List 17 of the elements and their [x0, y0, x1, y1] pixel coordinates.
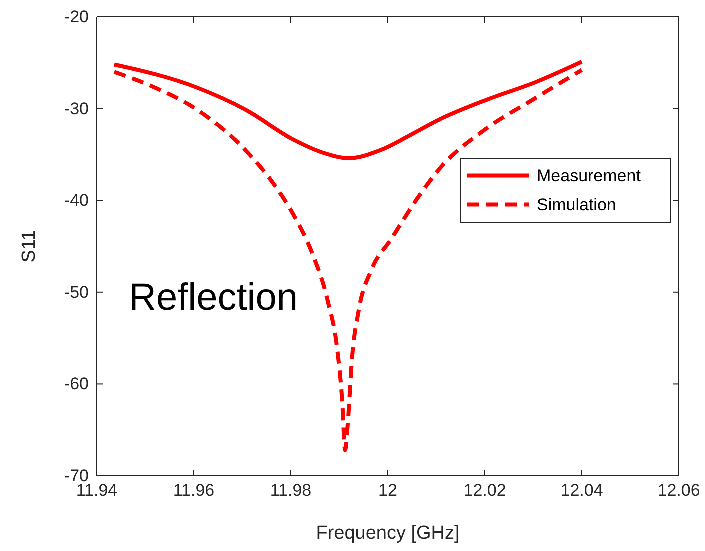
x-tick-label: 12.06	[658, 481, 700, 500]
y-tick-label: -60	[64, 374, 89, 394]
line-series	[112, 60, 584, 160]
y-tick-label: -20	[64, 7, 89, 26]
y-tick-label: -40	[64, 191, 89, 210]
annotation: Reflection	[129, 277, 298, 319]
y-axis-title: S11	[19, 230, 40, 263]
x-tick-label: 11.98	[270, 481, 312, 500]
x-tick-label: 11.96	[173, 481, 215, 500]
legend-label: Simulation	[537, 196, 616, 215]
x-tick-label: 12.02	[464, 481, 506, 500]
x-axis-title: Frequency [GHz]	[316, 523, 460, 544]
y-tick-label: -30	[64, 99, 89, 118]
x-tick-label: 12	[378, 481, 398, 500]
y-tick-label: -50	[64, 282, 89, 302]
x-tick-label: 12.04	[560, 481, 604, 500]
legend-label: Measurement	[537, 166, 642, 186]
